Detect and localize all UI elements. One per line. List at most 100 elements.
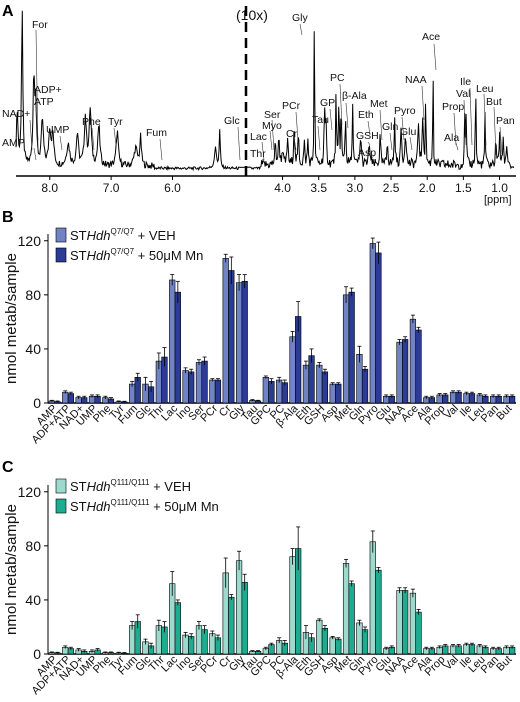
peak-label: Pyro (394, 105, 416, 117)
bar (402, 590, 409, 655)
bar (321, 371, 329, 404)
ppm-tick-label: 4.0 (274, 181, 291, 195)
peak-leader-line (59, 135, 63, 151)
ppm-tick-label: 2.5 (383, 181, 400, 195)
bar (468, 393, 476, 404)
peak-leader-lines (29, 23, 503, 161)
bar (329, 383, 336, 404)
bar (335, 638, 342, 655)
peak-label: GSH (356, 130, 379, 142)
bar (415, 329, 422, 404)
bar (342, 563, 350, 655)
bar (402, 339, 409, 404)
bar (209, 633, 216, 655)
peak-leader-line (493, 106, 497, 156)
legend-swatch (55, 247, 67, 263)
peak-label: Val (456, 88, 470, 100)
bar (342, 294, 350, 404)
peak-leader-line (345, 102, 349, 129)
peak-leader-line (367, 141, 371, 146)
peak-label: Met (370, 98, 388, 110)
peak-leader-line (35, 29, 39, 151)
peak-label: But (486, 96, 502, 108)
bar (455, 391, 462, 404)
peak-label: For (32, 19, 48, 31)
nmr-spectrum-line (15, 10, 515, 172)
bar (241, 582, 248, 655)
peak-leader-line (261, 158, 265, 161)
peak-label: Tyr (108, 116, 123, 128)
peak-leader-line (295, 111, 299, 141)
peak-label: Lac (250, 131, 267, 143)
legend-label: STHdhQ7/Q7 + VEH (70, 227, 176, 243)
bar (182, 370, 189, 404)
legend-label: STHdhQ7/Q7 + 50μM Mn (70, 247, 203, 263)
bar (174, 602, 181, 655)
y-axis-label: nmol metab/sample (3, 253, 20, 384)
peak-label: Tau (312, 114, 329, 126)
peak-leader-line (317, 125, 321, 151)
ppm-axis-ticks: 8.0 7.0 6.0 4.0 3.5 3.0 2.5 2.0 1.5 1.0 (41, 176, 508, 195)
peak-label: Ace (422, 31, 440, 43)
peak-label: Gln (382, 121, 399, 133)
peak-leader-line (455, 142, 459, 151)
bar (375, 252, 382, 404)
bar (335, 383, 342, 404)
peak-label: Leu (476, 83, 494, 95)
bar (415, 611, 422, 655)
bar (222, 258, 229, 404)
bar (463, 644, 470, 655)
category-label: PCr (198, 653, 220, 675)
peak-label: Prop (442, 101, 464, 113)
bar (289, 556, 296, 655)
y-tick-label: 40 (25, 592, 41, 608)
peak-leader-line (33, 147, 37, 161)
peak-leader-line (293, 136, 297, 151)
peak-leader-line (421, 85, 425, 121)
peak-label: Eth (358, 109, 374, 121)
bar (214, 379, 222, 404)
bar (209, 379, 216, 404)
panel-letter-c: C (2, 459, 14, 476)
peak-label: Phe (82, 116, 101, 128)
peak-label: β-Ala (342, 90, 367, 102)
peak-label: Ala (444, 132, 459, 144)
bar (268, 381, 275, 404)
bar (348, 291, 355, 404)
bar (174, 291, 181, 404)
peak-label: Fum (146, 127, 167, 139)
bar (228, 596, 235, 655)
y-tick-label: 0 (33, 395, 41, 411)
scale-note: (10x) (236, 7, 268, 23)
peak-labels: For ADP+ ATP NAD+ AMP UMP Phe Tyr Fum Glc Gly PCrSe… (2, 12, 515, 160)
peak-leader-line (329, 108, 333, 131)
ppm-tick-label: 1.0 (491, 181, 508, 195)
bar (409, 592, 417, 655)
bar (348, 583, 355, 655)
peak-label: NAA (405, 74, 427, 86)
bar (262, 377, 269, 404)
peak-leader-line (483, 93, 487, 146)
bar (449, 391, 457, 404)
bar (463, 393, 470, 404)
peak-label: Asp (358, 147, 376, 159)
bar (361, 629, 369, 655)
peak-label: PC (330, 72, 345, 84)
bar (329, 637, 336, 655)
ppm-axis-label: [ppm] (484, 194, 512, 206)
ppm-tick-label: 8.0 (41, 181, 58, 195)
peak-leader-line (339, 83, 343, 126)
bar (369, 243, 376, 404)
bar (302, 364, 310, 404)
bar (409, 318, 417, 404)
panel-letter-b: B (2, 209, 14, 226)
bar (468, 644, 476, 655)
y-tick-label: 120 (18, 484, 42, 500)
bar (195, 625, 203, 655)
bar (369, 541, 376, 655)
peak-leader-line (433, 43, 437, 71)
peak-label: Thr (250, 148, 266, 160)
legend-swatch (55, 227, 67, 243)
y-axis-label: nmol metab/sample (3, 504, 20, 635)
peak-label: Pan (496, 115, 515, 127)
